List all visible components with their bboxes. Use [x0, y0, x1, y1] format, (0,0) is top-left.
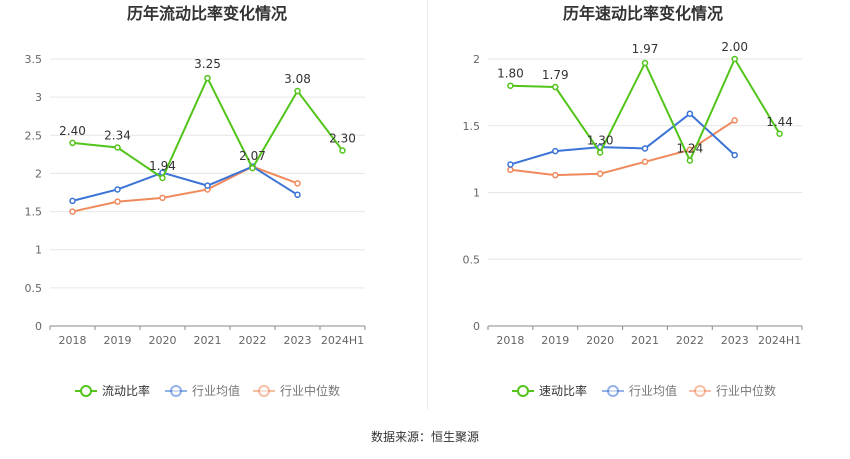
- x-tick-label: 2018: [496, 334, 524, 347]
- legend-marker: [170, 385, 182, 397]
- y-tick-label: 3: [35, 91, 42, 104]
- x-tick-label: 2020: [586, 334, 614, 347]
- x-tick-label: 2020: [149, 334, 177, 347]
- x-tick-label: 2018: [59, 334, 87, 347]
- legend-marker: [517, 385, 529, 397]
- x-tick-label: 2021: [194, 334, 222, 347]
- data-point: [204, 74, 211, 82]
- data-point: [294, 191, 301, 199]
- data-point: [686, 157, 694, 164]
- y-tick-label: 3.5: [25, 53, 43, 66]
- data-label: 1.97: [632, 42, 659, 56]
- legend-label: 行业中位数: [280, 383, 340, 398]
- current-ratio-chart: 历年流动比率变化情况 0 0.5 1 1.5 2 2.5 3 3.5 2018 2019 2020 20…: [25, 4, 366, 398]
- x-tick-label: 2022: [676, 334, 704, 347]
- data-point: [294, 180, 301, 187]
- data-point: [339, 147, 346, 154]
- data-point: [294, 87, 301, 95]
- data-label: 2.00: [721, 40, 748, 54]
- legend-label: 行业均值: [629, 383, 677, 398]
- data-point: [686, 146, 694, 154]
- data-label: 3.25: [194, 57, 221, 71]
- y-tick-label: 2: [473, 53, 480, 66]
- data-point: [596, 170, 604, 178]
- chart-divider: [427, 0, 428, 410]
- legend-label: 行业均值: [192, 383, 240, 398]
- data-point: [731, 117, 738, 124]
- data-point: [552, 147, 559, 155]
- data-point: [249, 164, 256, 172]
- y-tick-label: 1.5: [25, 206, 43, 219]
- x-tick-label: 2019: [541, 334, 569, 347]
- y-tick-label: 2.5: [25, 129, 43, 142]
- y-tick-label: 1: [473, 187, 480, 200]
- data-point: [641, 158, 649, 166]
- y-tick-label: 1.5: [463, 120, 481, 133]
- data-point: [596, 149, 604, 156]
- x-tick-label: 2022: [239, 334, 267, 347]
- data-point: [114, 186, 121, 193]
- data-point: [731, 55, 738, 63]
- data-label: 2.30: [329, 132, 356, 146]
- y-tick-label: 1: [35, 244, 42, 257]
- data-point: [204, 182, 211, 189]
- x-tick-label: 2024H1: [758, 334, 801, 347]
- data-point: [641, 59, 649, 67]
- x-tick-label: 2021: [631, 334, 659, 347]
- data-label: 2.34: [104, 128, 131, 142]
- data-point: [69, 208, 76, 215]
- data-point: [776, 130, 783, 138]
- data-point: [114, 144, 121, 151]
- data-point: [507, 161, 514, 168]
- series-line: [72, 165, 298, 213]
- legend-marker: [258, 385, 270, 397]
- data-label: 1.94: [149, 159, 176, 173]
- data-label: 1.80: [497, 67, 524, 81]
- data-label: 1.79: [542, 68, 569, 82]
- data-source-note: 数据来源：恒生聚源: [370, 430, 479, 444]
- x-tick-label: 2023: [721, 334, 749, 347]
- x-tick-label: 2024H1: [321, 334, 364, 347]
- legend-marker: [80, 385, 92, 397]
- x-tick-label: 2019: [104, 334, 132, 347]
- data-point: [507, 166, 514, 174]
- legend-label: 速动比率: [539, 383, 587, 398]
- data-point: [641, 145, 649, 152]
- data-point: [114, 198, 121, 205]
- series-line: [72, 165, 299, 202]
- data-label: 1.30: [587, 133, 614, 147]
- data-label: 1.44: [766, 115, 793, 129]
- y-tick-label: 0.5: [25, 282, 43, 295]
- data-point: [552, 171, 559, 179]
- y-tick-label: 0: [35, 320, 42, 333]
- y-tick-label: 2: [35, 167, 42, 180]
- legend-marker: [607, 385, 619, 397]
- data-point: [69, 197, 76, 205]
- data-point: [552, 83, 559, 91]
- data-point: [159, 174, 166, 182]
- data-label: 3.08: [284, 72, 311, 86]
- series-line: [510, 112, 736, 166]
- data-label: 2.07: [239, 149, 266, 163]
- data-label: 2.40: [59, 124, 86, 138]
- y-tick-label: 0.5: [463, 253, 481, 266]
- data-point: [507, 82, 514, 89]
- x-tick-label: 2023: [284, 334, 312, 347]
- data-label: 1.24: [676, 141, 703, 155]
- legend-label: 流动比率: [102, 383, 150, 398]
- data-point: [159, 194, 166, 202]
- data-point: [686, 110, 694, 117]
- data-point: [731, 151, 738, 159]
- data-point: [69, 139, 76, 147]
- legend-marker: [694, 385, 706, 397]
- chart-title: 历年速动比率变化情况: [563, 4, 723, 23]
- quick-ratio-chart: 历年速动比率变化情况 0 0.5 1 1.5 2 2018 2019 2020 2021 2022 2…: [463, 4, 803, 398]
- legend-label: 行业中位数: [716, 383, 776, 398]
- chart-title: 历年流动比率变化情况: [127, 4, 287, 23]
- y-tick-label: 0: [473, 320, 480, 333]
